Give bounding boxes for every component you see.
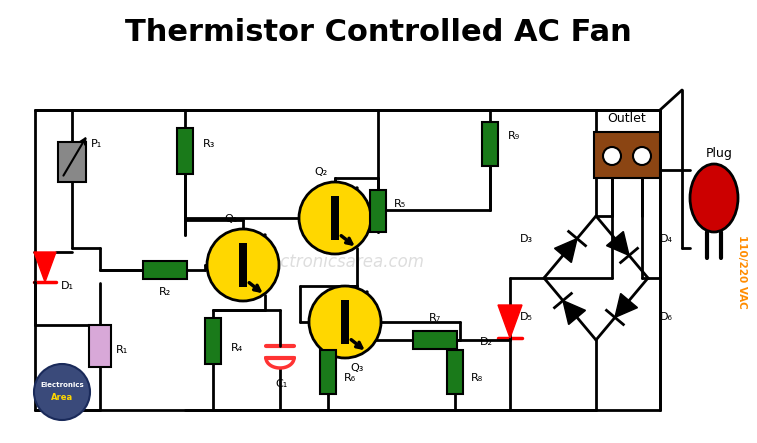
- Bar: [331, 196, 339, 240]
- Bar: [320, 350, 336, 394]
- Text: P₁: P₁: [90, 139, 101, 149]
- Text: D₄: D₄: [659, 234, 672, 244]
- Polygon shape: [498, 305, 522, 338]
- Bar: [58, 142, 86, 182]
- Bar: [447, 350, 463, 394]
- Text: Q₂: Q₂: [314, 167, 328, 177]
- Text: R₂: R₂: [159, 287, 171, 297]
- Text: R₇: R₇: [429, 313, 441, 323]
- Bar: [89, 325, 111, 367]
- Text: R₈: R₈: [471, 373, 483, 383]
- Text: R₆: R₆: [344, 373, 356, 383]
- Text: R₃: R₃: [203, 139, 215, 149]
- Bar: [482, 122, 498, 166]
- Text: D₃: D₃: [519, 234, 533, 244]
- Text: D₂: D₂: [479, 337, 493, 347]
- Bar: [239, 243, 247, 287]
- Circle shape: [207, 229, 279, 301]
- Bar: [594, 132, 660, 178]
- Text: Q₁: Q₁: [224, 214, 238, 224]
- Circle shape: [299, 182, 371, 254]
- Circle shape: [603, 147, 621, 165]
- Text: R₉: R₉: [508, 131, 520, 141]
- Text: R₁: R₁: [116, 345, 128, 355]
- Text: R₅: R₅: [394, 199, 406, 209]
- Circle shape: [34, 364, 90, 420]
- Polygon shape: [563, 300, 585, 324]
- Text: Thermistor Controlled AC Fan: Thermistor Controlled AC Fan: [125, 18, 631, 47]
- Text: C₁: C₁: [276, 379, 288, 389]
- Text: Plug: Plug: [706, 148, 733, 160]
- Text: D₆: D₆: [659, 312, 672, 322]
- Text: electronicsarea.com: electronicsarea.com: [256, 253, 425, 271]
- Text: R₄: R₄: [231, 343, 243, 353]
- Text: Q₃: Q₃: [350, 363, 363, 373]
- Text: D₅: D₅: [519, 312, 532, 322]
- Polygon shape: [555, 239, 577, 263]
- Ellipse shape: [690, 164, 738, 232]
- Text: D₁: D₁: [61, 281, 73, 291]
- Circle shape: [633, 147, 651, 165]
- Text: Electronics: Electronics: [40, 382, 84, 388]
- Bar: [413, 331, 457, 349]
- Text: Outlet: Outlet: [608, 112, 646, 124]
- Bar: [205, 318, 221, 364]
- Bar: [370, 190, 386, 232]
- Bar: [143, 261, 187, 279]
- Bar: [341, 300, 349, 344]
- Polygon shape: [606, 232, 629, 256]
- Bar: [177, 128, 193, 174]
- Text: 110/220 VAC: 110/220 VAC: [737, 235, 747, 309]
- Polygon shape: [615, 294, 637, 318]
- Text: Area: Area: [51, 393, 73, 403]
- Circle shape: [309, 286, 381, 358]
- Polygon shape: [34, 252, 56, 282]
